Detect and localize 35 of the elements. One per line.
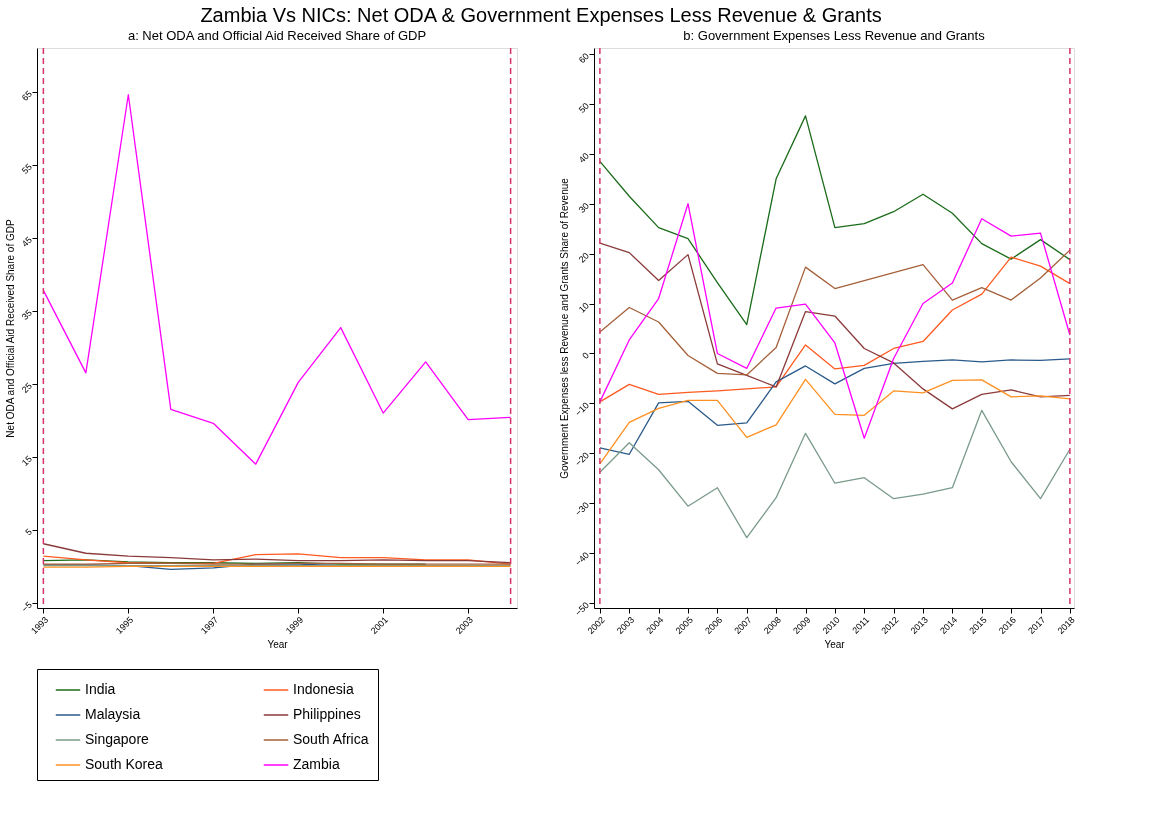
y-tick-label: 45: [19, 234, 35, 249]
y-tick-label: 10: [576, 300, 592, 315]
legend-label: Malaysia: [85, 706, 141, 722]
y-tick-label: 60: [576, 50, 592, 66]
x-axis-title: Year: [824, 639, 846, 651]
y-tick-label: 50: [576, 100, 592, 116]
y-tick-label: −20: [573, 450, 592, 469]
legend-label: Zambia: [293, 756, 340, 772]
legend-label: South Africa: [293, 731, 369, 747]
y-axis-title: Net ODA and Official Aid Received Share of GDP: [5, 219, 17, 438]
y-tick-label: 55: [19, 161, 35, 176]
y-tick-label: 25: [19, 380, 35, 395]
y-tick-label: −50: [573, 599, 592, 618]
legend-label: Singapore: [85, 731, 150, 747]
chart-title: Zambia Vs NICs: Net ODA & Government Expenses Less Revenue & Grants: [200, 3, 882, 26]
y-tick-label: 20: [576, 250, 592, 265]
chart-subtitle: a: Net ODA and Official Aid Received Share of GDP: [127, 28, 427, 44]
y-tick-label: −40: [573, 550, 592, 568]
legend-label: Philippines: [293, 706, 361, 722]
legend-label: India: [85, 681, 116, 697]
legend-label: South Korea: [85, 756, 164, 772]
legend-label: Indonesia: [293, 681, 354, 697]
y-tick-label: 30: [576, 200, 592, 215]
y-tick-label: −10: [573, 400, 592, 419]
chart-subtitle: b: Government Expenses Less Revenue and Grants: [683, 28, 986, 44]
y-tick-label: −5: [19, 599, 35, 615]
y-tick-label: 0: [580, 350, 592, 362]
y-tick-label: 40: [576, 150, 592, 165]
y-tick-label: 15: [19, 453, 35, 468]
y-tick-label: −30: [573, 500, 592, 519]
x-axis-title: Year: [267, 639, 289, 651]
y-tick-label: 5: [23, 526, 35, 538]
y-tick-label: 35: [19, 307, 35, 322]
y-tick-label: 65: [19, 88, 35, 103]
y-axis-title: Government Expenses less Revenue and Grants Share of Revenue: [558, 177, 570, 479]
